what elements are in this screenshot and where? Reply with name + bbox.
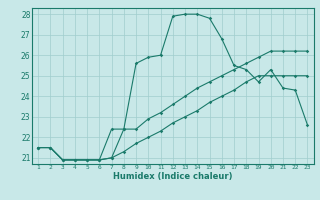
X-axis label: Humidex (Indice chaleur): Humidex (Indice chaleur)	[113, 172, 233, 181]
